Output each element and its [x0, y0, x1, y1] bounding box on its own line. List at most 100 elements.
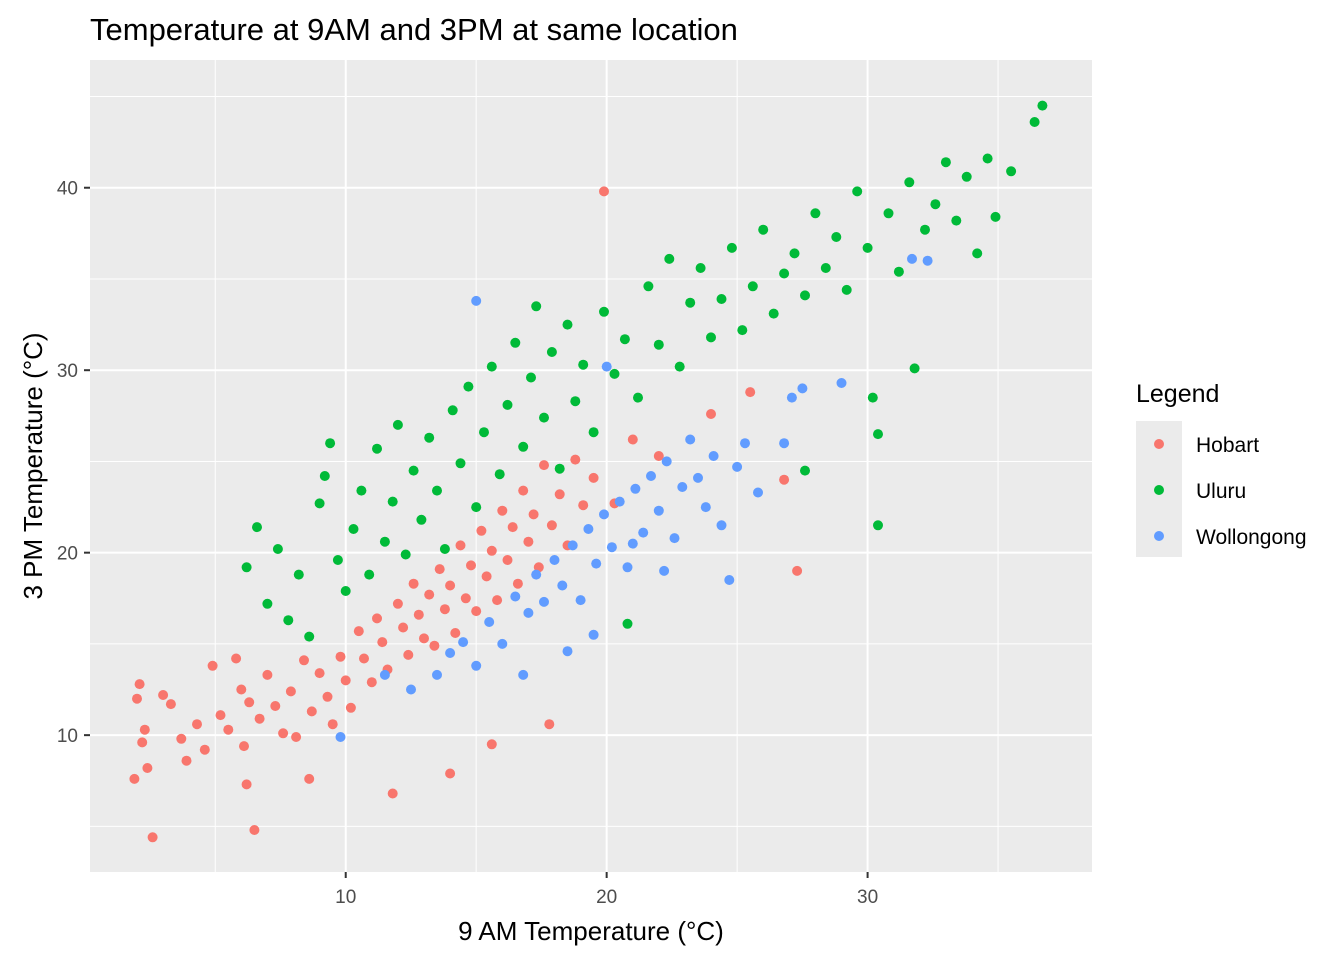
data-point-uluru: [747, 281, 758, 292]
y-tick-label: 10: [57, 726, 78, 747]
data-point-uluru: [940, 157, 951, 168]
data-point-wollongong: [786, 392, 797, 403]
data-point-wollongong: [601, 361, 612, 372]
data-point-uluru: [531, 301, 542, 312]
series-wollongong: [335, 253, 933, 742]
data-point-uluru: [852, 186, 863, 197]
data-point-uluru: [588, 427, 599, 438]
legend-title: Legend: [1136, 380, 1219, 408]
data-point-wollongong: [583, 524, 594, 534]
data-point-uluru: [619, 334, 630, 345]
data-point-uluru: [455, 458, 466, 469]
data-point-wollongong: [907, 253, 917, 264]
data-point-hobart: [779, 474, 790, 485]
data-point-wollongong: [685, 434, 696, 445]
data-point-wollongong: [646, 471, 656, 481]
y-tick-label: 20: [57, 544, 78, 565]
data-point-hobart: [215, 710, 226, 721]
data-point-hobart: [335, 651, 346, 662]
data-point-hobart: [398, 622, 409, 633]
data-point-hobart: [653, 451, 664, 461]
data-point-uluru: [432, 485, 442, 496]
data-point-uluru: [653, 339, 664, 350]
data-point-uluru: [1029, 117, 1040, 127]
data-point-uluru: [873, 429, 883, 440]
data-point-uluru: [518, 441, 529, 452]
data-point-wollongong: [922, 255, 933, 266]
legend-label-uluru: Uluru: [1196, 480, 1246, 503]
data-point-hobart: [372, 613, 382, 624]
data-point-wollongong: [614, 496, 625, 507]
data-point-hobart: [466, 560, 476, 571]
data-point-wollongong: [497, 638, 508, 649]
data-point-wollongong: [379, 669, 390, 680]
data-point-hobart: [377, 637, 388, 648]
data-point-wollongong: [779, 438, 790, 449]
data-point-hobart: [285, 686, 296, 697]
data-point-wollongong: [599, 509, 609, 520]
data-point-uluru: [789, 248, 800, 259]
data-point-uluru: [685, 297, 696, 308]
data-point-wollongong: [588, 629, 599, 640]
data-point-hobart: [502, 555, 513, 565]
data-point-uluru: [674, 361, 685, 372]
data-point-wollongong: [622, 562, 633, 573]
data-point-uluru: [622, 618, 633, 629]
data-point-uluru: [392, 419, 403, 430]
data-point-wollongong: [732, 461, 743, 472]
legend-key-uluru: [1154, 485, 1164, 495]
data-point-uluru: [486, 361, 497, 372]
data-point-uluru: [695, 263, 706, 273]
data-point-wollongong: [700, 502, 711, 513]
data-point-uluru: [304, 631, 315, 642]
data-point-hobart: [241, 779, 252, 790]
data-point-wollongong: [575, 595, 586, 606]
data-point-uluru: [1037, 100, 1048, 111]
data-point-uluru: [810, 208, 821, 219]
data-point-hobart: [497, 505, 508, 516]
data-point-hobart: [345, 702, 356, 713]
legend-key-wollongong: [1154, 531, 1164, 541]
data-point-uluru: [990, 211, 1001, 222]
data-point-hobart: [192, 719, 202, 730]
data-point-wollongong: [445, 648, 456, 658]
data-point-hobart: [304, 773, 315, 784]
data-point-uluru: [293, 569, 304, 580]
data-point-hobart: [139, 724, 150, 735]
data-point-hobart: [322, 691, 333, 702]
data-point-uluru: [272, 544, 283, 554]
data-point-wollongong: [797, 383, 808, 394]
data-point-uluru: [439, 544, 450, 554]
data-point-hobart: [450, 628, 461, 638]
data-point-hobart: [588, 472, 599, 483]
data-point-uluru: [502, 399, 513, 410]
data-point-uluru: [706, 332, 716, 343]
data-point-hobart: [254, 713, 265, 724]
data-point-uluru: [408, 465, 419, 476]
data-point-hobart: [471, 606, 482, 617]
data-point-uluru: [873, 520, 883, 531]
data-point-hobart: [544, 719, 555, 730]
data-point-wollongong: [562, 646, 573, 657]
data-point-uluru: [1006, 166, 1017, 177]
data-point-uluru: [820, 263, 831, 273]
y-tick-label: 40: [57, 179, 78, 200]
data-point-uluru: [831, 232, 842, 242]
data-point-uluru: [862, 242, 873, 253]
data-point-uluru: [972, 248, 983, 259]
data-point-hobart: [528, 509, 539, 520]
data-point-uluru: [325, 438, 336, 449]
data-point-uluru: [372, 443, 382, 454]
data-point-hobart: [314, 668, 325, 679]
data-point-uluru: [262, 598, 273, 609]
data-point-hobart: [539, 460, 549, 471]
data-point-hobart: [486, 739, 497, 750]
data-point-hobart: [627, 434, 638, 445]
data-point-hobart: [570, 454, 581, 465]
data-point-hobart: [392, 598, 403, 609]
data-point-wollongong: [753, 487, 763, 498]
data-point-hobart: [408, 578, 419, 589]
data-point-hobart: [340, 675, 351, 686]
data-point-uluru: [546, 347, 557, 357]
